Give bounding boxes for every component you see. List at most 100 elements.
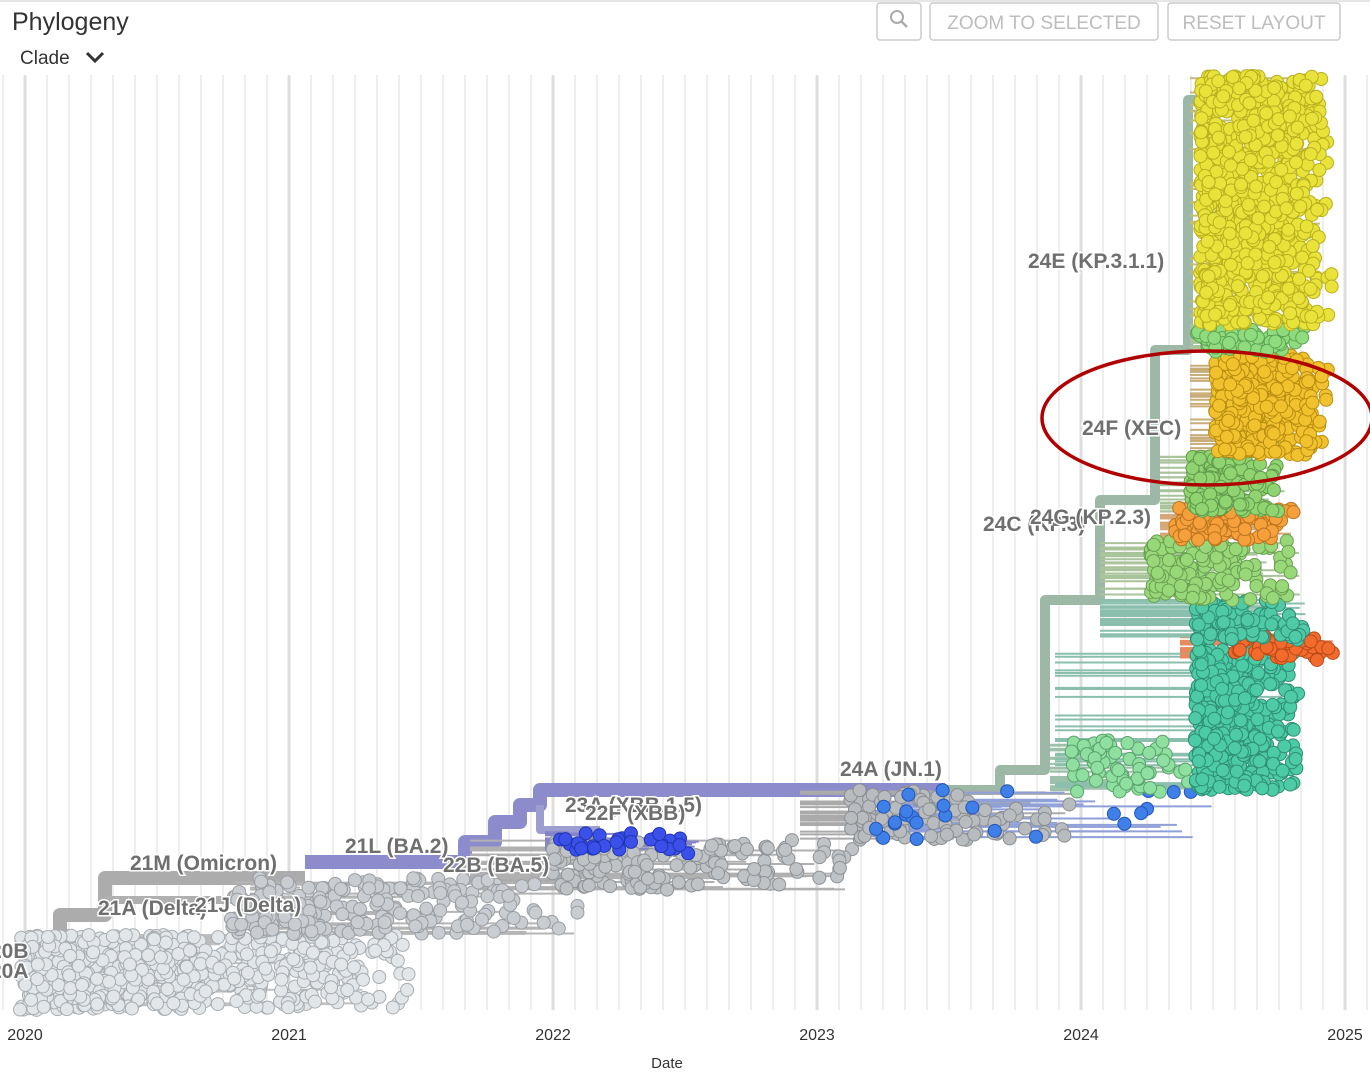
tip [1281,544,1296,559]
tip [844,810,859,825]
zoom-button[interactable] [876,2,922,41]
zoom-to-selected-button[interactable] [929,2,1159,41]
tip [75,977,90,992]
tip [559,881,574,896]
reset-layout-button[interactable] [1167,2,1341,41]
tip [1062,797,1077,812]
tip [313,894,328,909]
tip [1190,632,1205,647]
tree-branch [305,783,945,869]
tip [967,827,982,842]
tip [1257,364,1272,379]
x-tick-label: 2024 [1063,1027,1099,1044]
tip [1225,70,1240,85]
tip [1223,466,1238,481]
tip [304,924,319,939]
tip [1150,565,1165,580]
tip [1288,629,1303,644]
tip [62,968,77,983]
tip [1301,374,1316,389]
tip [1221,336,1236,351]
tip [1288,751,1303,766]
tip [1201,175,1216,190]
tip [1283,565,1298,580]
tip [1309,652,1324,667]
tip [1235,658,1250,673]
tip [1282,109,1297,124]
tip [1075,768,1090,783]
tip [1295,330,1310,345]
tip [1324,267,1339,282]
tip [1262,239,1277,254]
tip [1285,616,1300,631]
tip [1324,279,1339,294]
tip [711,866,726,881]
tip [772,877,787,892]
tip [1285,361,1300,376]
color-by-dropdown[interactable]: Clade [20,48,70,69]
clade-label: 24G (KP.2.3) [1030,506,1151,529]
tree-branch [945,95,1205,795]
tip [40,930,55,945]
tip [978,803,993,818]
tip [1310,202,1325,217]
tip [935,783,950,798]
tip [868,821,883,836]
tip [1177,528,1192,543]
tip [122,957,137,972]
tip [1218,494,1233,509]
tip [1237,691,1252,706]
tip [558,832,573,847]
tip [1193,471,1208,486]
tip [514,879,529,894]
tip [1243,327,1258,342]
tip [1216,89,1231,104]
tip [1303,281,1318,296]
tip [324,980,339,995]
tip [395,937,410,952]
tip [1146,553,1161,568]
tip [587,841,602,856]
tip [287,917,302,932]
tip [419,901,434,916]
tip [212,961,227,976]
tip [671,875,686,890]
tip [669,858,684,873]
tip [1289,186,1304,201]
tip [1193,149,1208,164]
tip [1215,681,1230,696]
dropdown-chevron[interactable] [85,51,105,64]
tip [1281,281,1296,296]
tip [1057,828,1072,843]
tip [1268,334,1283,349]
tip [1223,257,1238,272]
tip [1065,757,1080,772]
tip [1303,147,1318,162]
tip [1261,290,1276,305]
tip [1259,399,1274,414]
tip [1212,779,1227,794]
tip [106,989,121,1004]
tip [306,945,321,960]
tip [1207,711,1222,726]
tip [1240,613,1255,628]
x-tick-label: 2022 [535,1027,571,1044]
tip [939,827,954,842]
tip [901,787,916,802]
tip [747,862,762,877]
tip [1249,179,1264,194]
tip [922,802,937,817]
tip [1232,81,1247,96]
tip [102,974,117,989]
tip [1251,211,1266,226]
tip [30,972,45,987]
tip [704,838,719,853]
tip [198,984,213,999]
tip [401,967,416,982]
tip [352,902,367,917]
tip [176,972,191,987]
tip [1286,505,1301,520]
tip [193,956,208,971]
